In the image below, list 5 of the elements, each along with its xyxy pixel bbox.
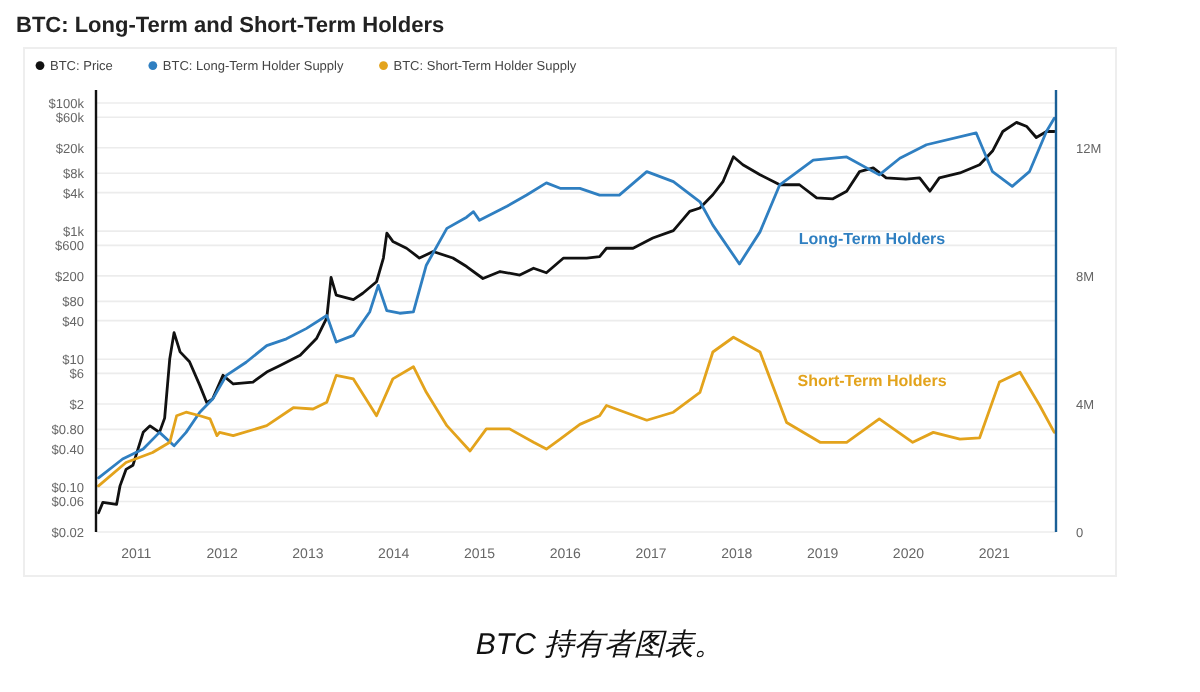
chart-title: BTC: Long-Term and Short-Term Holders: [16, 14, 445, 38]
annotation: Long-Term Holders: [798, 230, 947, 248]
text: BTC 持有者图表。: [475, 628, 725, 662]
annotation: Short-Term Holders: [797, 372, 948, 390]
line-series: [97, 335, 1056, 488]
